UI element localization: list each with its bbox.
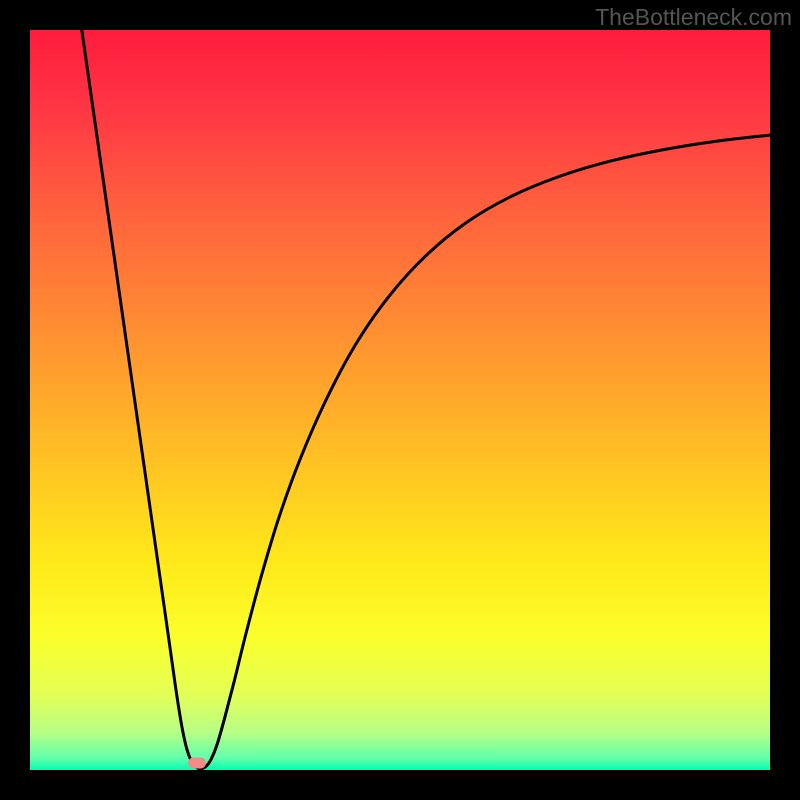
optimal-point-marker: [188, 758, 206, 769]
bottleneck-chart: TheBottleneck.com: [0, 0, 800, 800]
watermark-text: TheBottleneck.com: [595, 4, 792, 31]
plot-area: [30, 30, 770, 770]
bottleneck-curve: [30, 30, 770, 770]
